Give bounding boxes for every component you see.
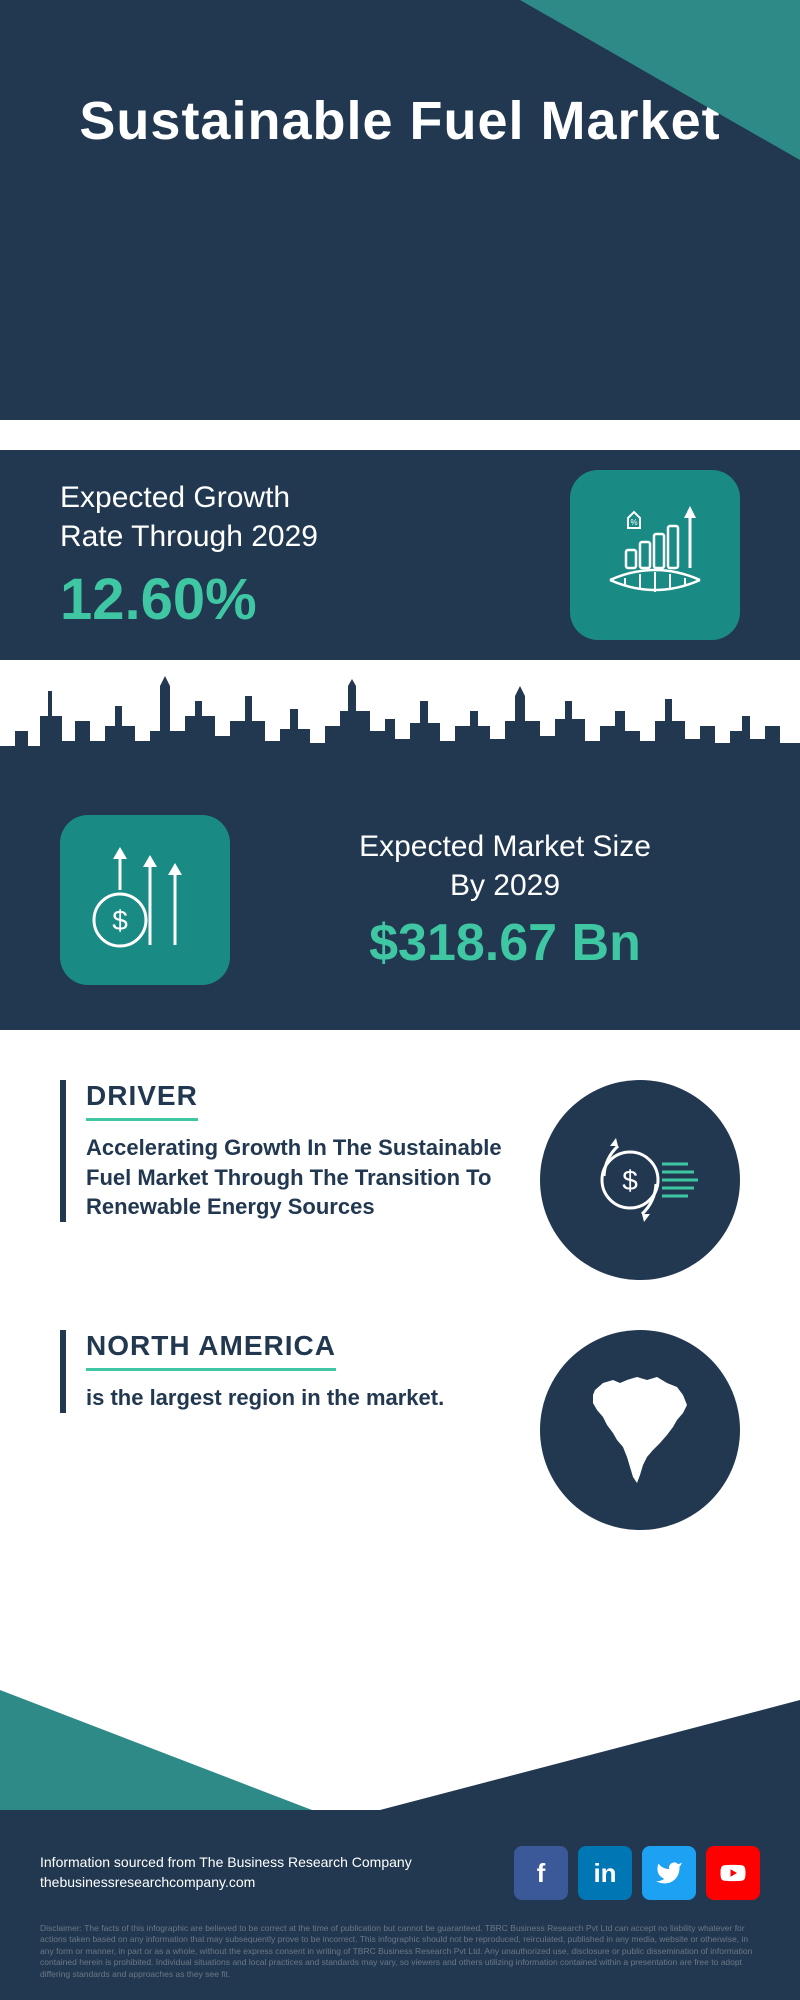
footer-content: Information sourced from The Business Re… <box>40 1846 760 1900</box>
growth-text: Expected Growth Rate Through 2029 12.60% <box>60 478 570 633</box>
source-line-1: Information sourced from The Business Re… <box>40 1853 412 1873</box>
svg-text:$: $ <box>112 905 128 936</box>
svg-text:$: $ <box>622 1165 638 1196</box>
svg-text:%: % <box>630 518 637 527</box>
dollar-arrows-icon: $ <box>60 815 230 985</box>
youtube-icon[interactable] <box>706 1846 760 1900</box>
region-description: is the largest region in the market. <box>86 1383 510 1413</box>
market-text: Expected Market Size By 2029 $318.67 Bn <box>270 827 740 973</box>
north-america-map-icon <box>540 1330 740 1530</box>
footer-triangle-right-decoration <box>380 1700 800 1810</box>
disclaimer-text: Disclaimer: The facts of this infographi… <box>40 1923 760 1980</box>
region-heading: NORTH AMERICA <box>86 1330 336 1371</box>
info-section: DRIVER Accelerating Growth In The Sustai… <box>0 1030 800 1610</box>
driver-text: DRIVER Accelerating Growth In The Sustai… <box>60 1080 510 1222</box>
region-text: NORTH AMERICA is the largest region in t… <box>60 1330 510 1413</box>
market-label-2: By 2029 <box>270 866 740 905</box>
linkedin-icon[interactable]: in <box>578 1846 632 1900</box>
separator <box>0 420 800 450</box>
market-label-1: Expected Market Size <box>270 827 740 866</box>
market-size-value: $318.67 Bn <box>270 913 740 973</box>
social-icons: f in <box>514 1846 760 1900</box>
driver-description: Accelerating Growth In The Sustainable F… <box>86 1133 510 1222</box>
facebook-icon[interactable]: f <box>514 1846 568 1900</box>
transfer-dollar-icon: $ <box>540 1080 740 1280</box>
header-triangle-decoration <box>520 0 800 160</box>
growth-label-1: Expected Growth <box>60 478 570 517</box>
twitter-icon[interactable] <box>642 1846 696 1900</box>
city-skyline-icon <box>0 671 800 770</box>
header-section: Sustainable Fuel Market <box>0 0 800 420</box>
driver-block: DRIVER Accelerating Growth In The Sustai… <box>60 1080 740 1280</box>
footer-section: Information sourced from The Business Re… <box>0 1690 800 2000</box>
region-block: NORTH AMERICA is the largest region in t… <box>60 1330 740 1530</box>
growth-label-2: Rate Through 2029 <box>60 517 570 556</box>
market-size-section: $ Expected Market Size By 2029 $318.67 B… <box>0 770 800 1030</box>
source-line-2: thebusinessresearchcompany.com <box>40 1873 412 1893</box>
skyline-section <box>0 660 800 770</box>
source-text: Information sourced from The Business Re… <box>40 1853 412 1892</box>
driver-heading: DRIVER <box>86 1080 198 1121</box>
growth-chart-icon: % <box>570 470 740 640</box>
growth-rate-value: 12.60% <box>60 566 570 633</box>
growth-rate-section: Expected Growth Rate Through 2029 12.60%… <box>0 450 800 660</box>
